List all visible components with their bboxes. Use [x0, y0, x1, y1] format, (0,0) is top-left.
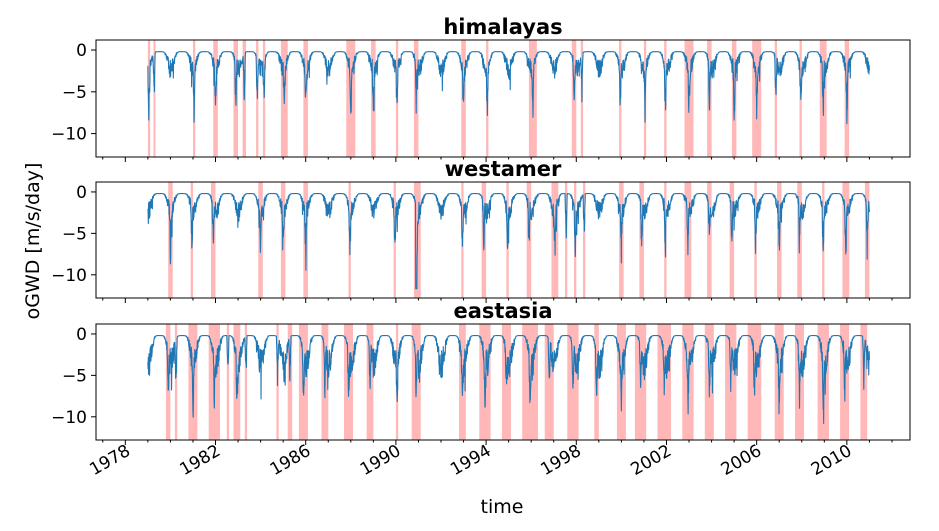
- event-band: [817, 324, 829, 440]
- x-tick-label: 1978: [86, 441, 133, 480]
- event-band: [583, 182, 586, 298]
- event-band: [262, 40, 266, 157]
- y-tick-label: −5: [62, 83, 87, 103]
- event-band: [287, 324, 293, 440]
- event-band: [707, 182, 712, 298]
- panel-frame: [95, 181, 911, 299]
- event-band: [153, 40, 156, 157]
- y-tick-label: −10: [51, 408, 87, 428]
- plot-area: [147, 324, 870, 440]
- x-tick-label: 1994: [447, 441, 494, 480]
- event-band: [303, 40, 308, 157]
- panel-frame: [95, 323, 911, 441]
- series-line: [147, 193, 870, 290]
- series-line: [147, 335, 870, 424]
- event-band: [565, 182, 568, 298]
- panel-title: eastasia: [454, 299, 553, 323]
- x-tick-label: 1982: [177, 441, 224, 480]
- x-tick-label: 1990: [357, 441, 404, 480]
- panel-himalayas: himalayas 0 −5 −10: [51, 15, 911, 162]
- y-tick-label: −10: [51, 266, 87, 286]
- y-tick-label: −5: [62, 224, 87, 244]
- panel-westamer: westamer 0 −5 −10: [51, 157, 911, 303]
- panel-eastasia: eastasia 0 −5 −10 1978 1982 1986 1990 1994 1998 20…: [51, 299, 911, 480]
- y-tick-label: 0: [76, 41, 87, 61]
- series-line: [147, 51, 870, 125]
- event-band: [544, 324, 554, 440]
- x-tick-label: 2010: [808, 441, 855, 480]
- panel-title: himalayas: [443, 15, 562, 39]
- y-tick-label: 0: [76, 325, 87, 345]
- event-band: [226, 324, 230, 440]
- y-axis-label: oGWD [m/s/day]: [22, 163, 44, 320]
- plot-area: [147, 182, 870, 298]
- x-tick-label: 1998: [537, 441, 584, 480]
- x-tick-label: 2002: [628, 441, 675, 480]
- panel-title: westamer: [445, 157, 562, 181]
- y-tick-label: −5: [62, 366, 87, 386]
- y-tick-label: 0: [76, 183, 87, 203]
- event-band: [174, 324, 178, 440]
- x-tick-label: 2006: [718, 441, 765, 480]
- plot-area: [147, 40, 870, 157]
- event-band: [774, 40, 777, 157]
- event-band: [244, 324, 248, 440]
- y-tick-label: −10: [51, 125, 87, 145]
- x-tick-label: 1986: [267, 441, 314, 480]
- panel-frame: [95, 39, 911, 158]
- x-axis-label: time: [481, 496, 524, 518]
